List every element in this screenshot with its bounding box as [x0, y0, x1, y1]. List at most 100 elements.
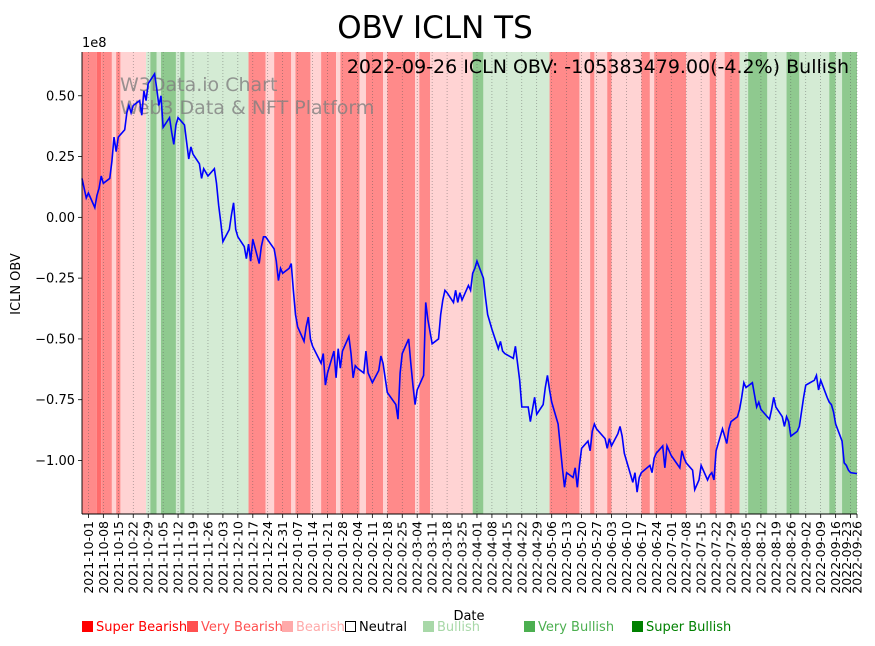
regime-band-very-bullish — [829, 52, 836, 514]
x-tick-label: 2022-07-22 — [709, 521, 724, 594]
x-tick-label: 2022-07-15 — [694, 521, 709, 594]
x-tick-label: 2022-08-19 — [768, 521, 783, 594]
x-tick-label: 2021-12-10 — [230, 521, 245, 594]
regime-band-very-bullish — [842, 52, 857, 514]
legend-item-neutral: Neutral — [345, 620, 407, 635]
regime-band-very-bullish — [180, 52, 185, 514]
regime-band-bearish — [359, 52, 366, 514]
regime-band-super-bearish — [96, 52, 102, 514]
regime-band-very-bullish — [786, 52, 800, 514]
x-tick-label: 2021-11-12 — [171, 521, 186, 594]
regime-band-very-bearish — [101, 52, 112, 514]
x-tick-label: 2022-07-29 — [724, 521, 739, 594]
x-tick-label: 2022-07-08 — [679, 521, 694, 594]
x-tick-label: 2021-11-26 — [200, 521, 215, 594]
regime-bands — [82, 52, 857, 514]
x-tick-label: 2022-09-02 — [798, 521, 813, 594]
chart-title: OBV ICLN TS — [337, 10, 533, 46]
legend: Super Bearish Very Bearish Bearish Neutral B… — [82, 620, 862, 640]
regime-band-very-bearish — [82, 52, 97, 514]
x-tick-label: 2022-01-07 — [290, 521, 305, 594]
x-tick-label: 2022-08-05 — [738, 521, 753, 594]
legend-item-very-bearish: Very Bearish — [187, 620, 283, 635]
regime-band-very-bullish — [150, 52, 157, 514]
x-tick-label: 2022-08-12 — [753, 521, 768, 594]
x-tick-label: 2022-09-09 — [813, 521, 828, 594]
legend-label: Very Bullish — [538, 620, 615, 635]
y-ticks: 0.50 0.25 0.00 −0.25 −0.50 −0.75 −1.00 — [35, 89, 82, 469]
x-tick-label: 2022-03-04 — [410, 521, 425, 594]
x-tick-label: 2022-09-16 — [828, 521, 843, 594]
x-tick-label: 2021-12-03 — [215, 521, 230, 594]
regime-band-bullish — [156, 52, 161, 514]
legend-item-bearish: Bearish — [282, 620, 345, 635]
x-tick-label: 2022-05-13 — [559, 521, 574, 594]
regime-band-very-bearish — [607, 52, 612, 514]
regime-band-bearish — [265, 52, 275, 514]
y-tick-label: −1.00 — [35, 454, 75, 469]
x-tick-label: 2022-02-04 — [350, 521, 365, 594]
regime-band-very-bearish — [419, 52, 431, 514]
legend-swatch — [423, 621, 434, 632]
series-line-icln-obv — [81, 71, 858, 493]
regime-band-bearish — [111, 52, 117, 514]
legend-swatch — [82, 621, 93, 632]
y-axis-label: ICLN OBV — [9, 253, 24, 315]
x-tick-label: 2022-03-11 — [425, 521, 440, 594]
regime-band-very-bearish — [549, 52, 580, 514]
legend-swatch — [187, 621, 198, 632]
x-grid — [88, 52, 858, 514]
watermark-line-1: W3Data.io Chart — [120, 74, 277, 96]
x-axis-label: Date — [453, 609, 484, 620]
legend-item-bullish: Bullish — [423, 620, 480, 635]
regime-band-bullish — [739, 52, 749, 514]
x-tick-label: 2021-10-22 — [126, 521, 141, 594]
legend-item-very-bullish: Very Bullish — [524, 620, 614, 635]
x-tick-label: 2021-12-24 — [260, 521, 275, 594]
x-tick-label: 2022-05-06 — [544, 521, 559, 594]
regime-band-very-bearish — [321, 52, 337, 514]
regime-band-very-bearish — [641, 52, 650, 514]
watermark-line-2: Web3 Data & NFT Platform — [120, 97, 374, 119]
x-tick-label: 2021-10-01 — [81, 521, 96, 594]
regime-band-very-bearish — [365, 52, 384, 514]
x-tick-label: 2022-05-20 — [574, 521, 589, 594]
legend-swatch — [345, 621, 356, 632]
x-tick-label: 2022-04-29 — [529, 521, 544, 594]
x-tick-label: 2022-08-26 — [783, 521, 798, 594]
x-tick-label: 2021-10-15 — [111, 521, 126, 594]
regime-band-bearish — [383, 52, 388, 514]
x-tick-label: 2022-07-01 — [664, 521, 679, 594]
regime-band-very-bullish — [748, 52, 768, 514]
legend-label: Very Bearish — [201, 620, 283, 635]
regime-band-very-bearish — [387, 52, 416, 514]
x-ticks: 2021-10-01 2021-10-08 2021-10-15 2021-10-22… — [81, 514, 865, 594]
x-tick-label: 2022-01-28 — [335, 521, 350, 594]
y-tick-label: −0.50 — [35, 332, 75, 347]
x-tick-label: 2022-09-26 — [850, 521, 865, 594]
x-tick-label: 2022-09-23 — [839, 521, 854, 594]
x-tick-label: 2022-05-27 — [589, 521, 604, 594]
regime-band-bearish — [579, 52, 591, 514]
regime-band-bearish — [716, 52, 725, 514]
y-tick-label: −0.25 — [35, 272, 75, 287]
legend-item-super-bullish: Super Bullish — [632, 620, 731, 635]
regime-band-bearish — [686, 52, 710, 514]
x-tick-label: 2021-11-19 — [186, 521, 201, 594]
x-tick-label: 2022-04-08 — [484, 521, 499, 594]
regime-band-very-bullish — [472, 52, 484, 514]
y-tick-label: 0.50 — [46, 89, 75, 104]
x-tick-label: 2022-01-14 — [305, 521, 320, 594]
x-tick-label: 2022-02-25 — [395, 521, 410, 594]
y-tick-label: −0.75 — [35, 393, 75, 408]
regime-band-very-bullish — [160, 52, 176, 514]
regime-band-bearish — [310, 52, 322, 514]
regime-band-bullish — [835, 52, 843, 514]
regime-band-bearish — [336, 52, 341, 514]
y-tick-label: 0.25 — [46, 150, 75, 165]
x-tick-label: 2022-02-18 — [380, 521, 395, 594]
x-tick-label: 2022-06-17 — [634, 521, 649, 594]
regime-band-very-bearish — [340, 52, 360, 514]
obv-chart: OBV ICLN TS W3Data.io Chart Web3 Data & … — [9, 10, 865, 620]
axes — [81, 52, 857, 515]
